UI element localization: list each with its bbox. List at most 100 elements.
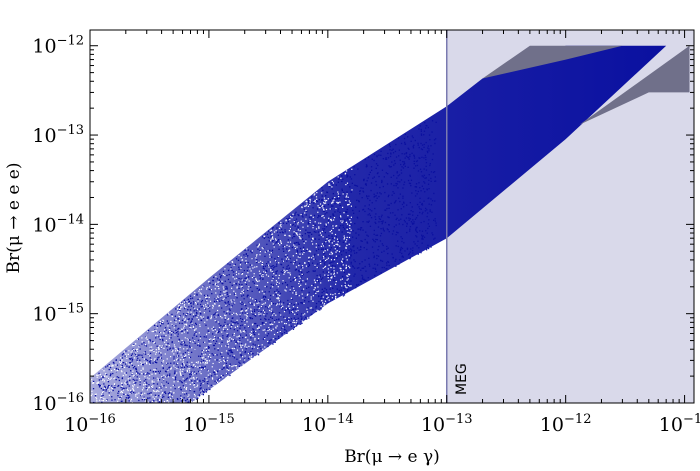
scatter-point xyxy=(147,393,149,395)
scatter-gap xyxy=(159,337,162,339)
scatter-point xyxy=(188,401,190,403)
scatter-point xyxy=(176,363,178,365)
scatter-point xyxy=(400,246,402,249)
scatter-gap xyxy=(217,347,219,349)
scatter-point xyxy=(353,259,355,261)
scatter-gap xyxy=(125,436,126,437)
scatter-gap xyxy=(206,346,208,348)
scatter-point xyxy=(359,263,361,265)
scatter-point xyxy=(106,373,108,376)
scatter-gap xyxy=(336,250,338,252)
scatter-point xyxy=(360,269,362,271)
scatter-point xyxy=(300,276,302,279)
scatter-gap xyxy=(216,313,218,315)
scatter-point xyxy=(301,238,303,240)
scatter-point xyxy=(200,383,202,385)
scatter-gap xyxy=(306,311,309,313)
scatter-gap xyxy=(250,352,252,354)
scatter-point xyxy=(297,243,299,245)
scatter-gap xyxy=(307,317,309,319)
scatter-point xyxy=(399,159,401,161)
scatter-gap xyxy=(275,326,277,328)
scatter-gap xyxy=(301,273,303,275)
scatter-point xyxy=(427,227,429,230)
scatter-point xyxy=(421,185,423,187)
scatter-point xyxy=(324,287,326,289)
scatter-gap xyxy=(304,262,306,265)
scatter-point xyxy=(361,274,363,277)
scatter-point xyxy=(180,302,183,304)
scatter-point xyxy=(182,313,185,315)
scatter-point xyxy=(152,371,154,373)
scatter-gap xyxy=(231,347,233,350)
scatter-point xyxy=(294,225,296,227)
scatter-point xyxy=(275,242,277,244)
scatter-point xyxy=(315,280,317,283)
scatter-point xyxy=(190,373,192,375)
scatter-point xyxy=(232,355,234,357)
scatter-point xyxy=(118,403,119,404)
scatter-gap xyxy=(167,312,170,314)
scatter-point xyxy=(183,393,186,395)
scatter-point xyxy=(397,232,399,234)
scatter-gap xyxy=(330,285,332,287)
scatter-point xyxy=(164,331,166,333)
scatter-gap xyxy=(261,261,264,263)
scatter-gap xyxy=(133,374,135,376)
scatter-point xyxy=(318,280,320,283)
scatter-point xyxy=(391,161,393,163)
scatter-gap xyxy=(156,334,158,337)
scatter-point xyxy=(349,239,351,241)
scatter-point xyxy=(378,154,380,156)
scatter-gap xyxy=(115,433,116,434)
scatter-point xyxy=(132,367,135,369)
scatter-gap xyxy=(325,224,327,226)
scatter-point xyxy=(282,232,284,234)
scatter-point xyxy=(332,264,334,267)
scatter-gap xyxy=(240,292,242,295)
scatter-point xyxy=(363,278,365,280)
scatter-point xyxy=(131,373,133,375)
scatter-gap xyxy=(110,390,112,392)
scatter-point xyxy=(386,207,388,210)
scatter-point xyxy=(291,298,293,300)
scatter-point xyxy=(435,138,437,140)
scatter-point xyxy=(185,393,188,395)
scatter-point xyxy=(199,345,201,347)
scatter-point xyxy=(239,281,241,283)
scatter-gap xyxy=(127,389,129,392)
scatter-gap xyxy=(144,425,145,426)
scatter-point xyxy=(259,278,261,280)
scatter-gap xyxy=(246,346,248,348)
scatter-point xyxy=(163,405,164,406)
scatter-gap xyxy=(330,218,332,220)
scatter-gap xyxy=(322,296,324,298)
scatter-gap xyxy=(160,389,162,391)
scatter-gap xyxy=(335,251,337,253)
scatter-gap xyxy=(197,361,199,363)
scatter-point xyxy=(395,185,397,187)
scatter-gap xyxy=(241,273,243,275)
scatter-point xyxy=(259,301,261,303)
scatter-point xyxy=(395,218,397,221)
scatter-point xyxy=(346,208,348,211)
scatter-gap xyxy=(190,401,192,403)
scatter-gap xyxy=(186,348,188,350)
scatter-point xyxy=(378,245,380,248)
scatter-gap xyxy=(309,251,312,253)
scatter-gap xyxy=(320,282,322,284)
scatter-point xyxy=(128,445,129,446)
scatter-point xyxy=(319,275,321,278)
scatter-gap xyxy=(267,250,269,252)
scatter-gap xyxy=(327,280,330,282)
scatter-point xyxy=(354,260,356,263)
scatter-point xyxy=(103,442,104,443)
scatter-gap xyxy=(143,352,145,354)
scatter-point xyxy=(403,219,406,222)
scatter-gap xyxy=(216,300,218,302)
scatter-gap xyxy=(289,289,291,291)
scatter-gap xyxy=(265,321,267,324)
scatter-point xyxy=(367,235,369,237)
scatter-gap xyxy=(194,365,197,367)
scatter-gap xyxy=(273,273,275,275)
